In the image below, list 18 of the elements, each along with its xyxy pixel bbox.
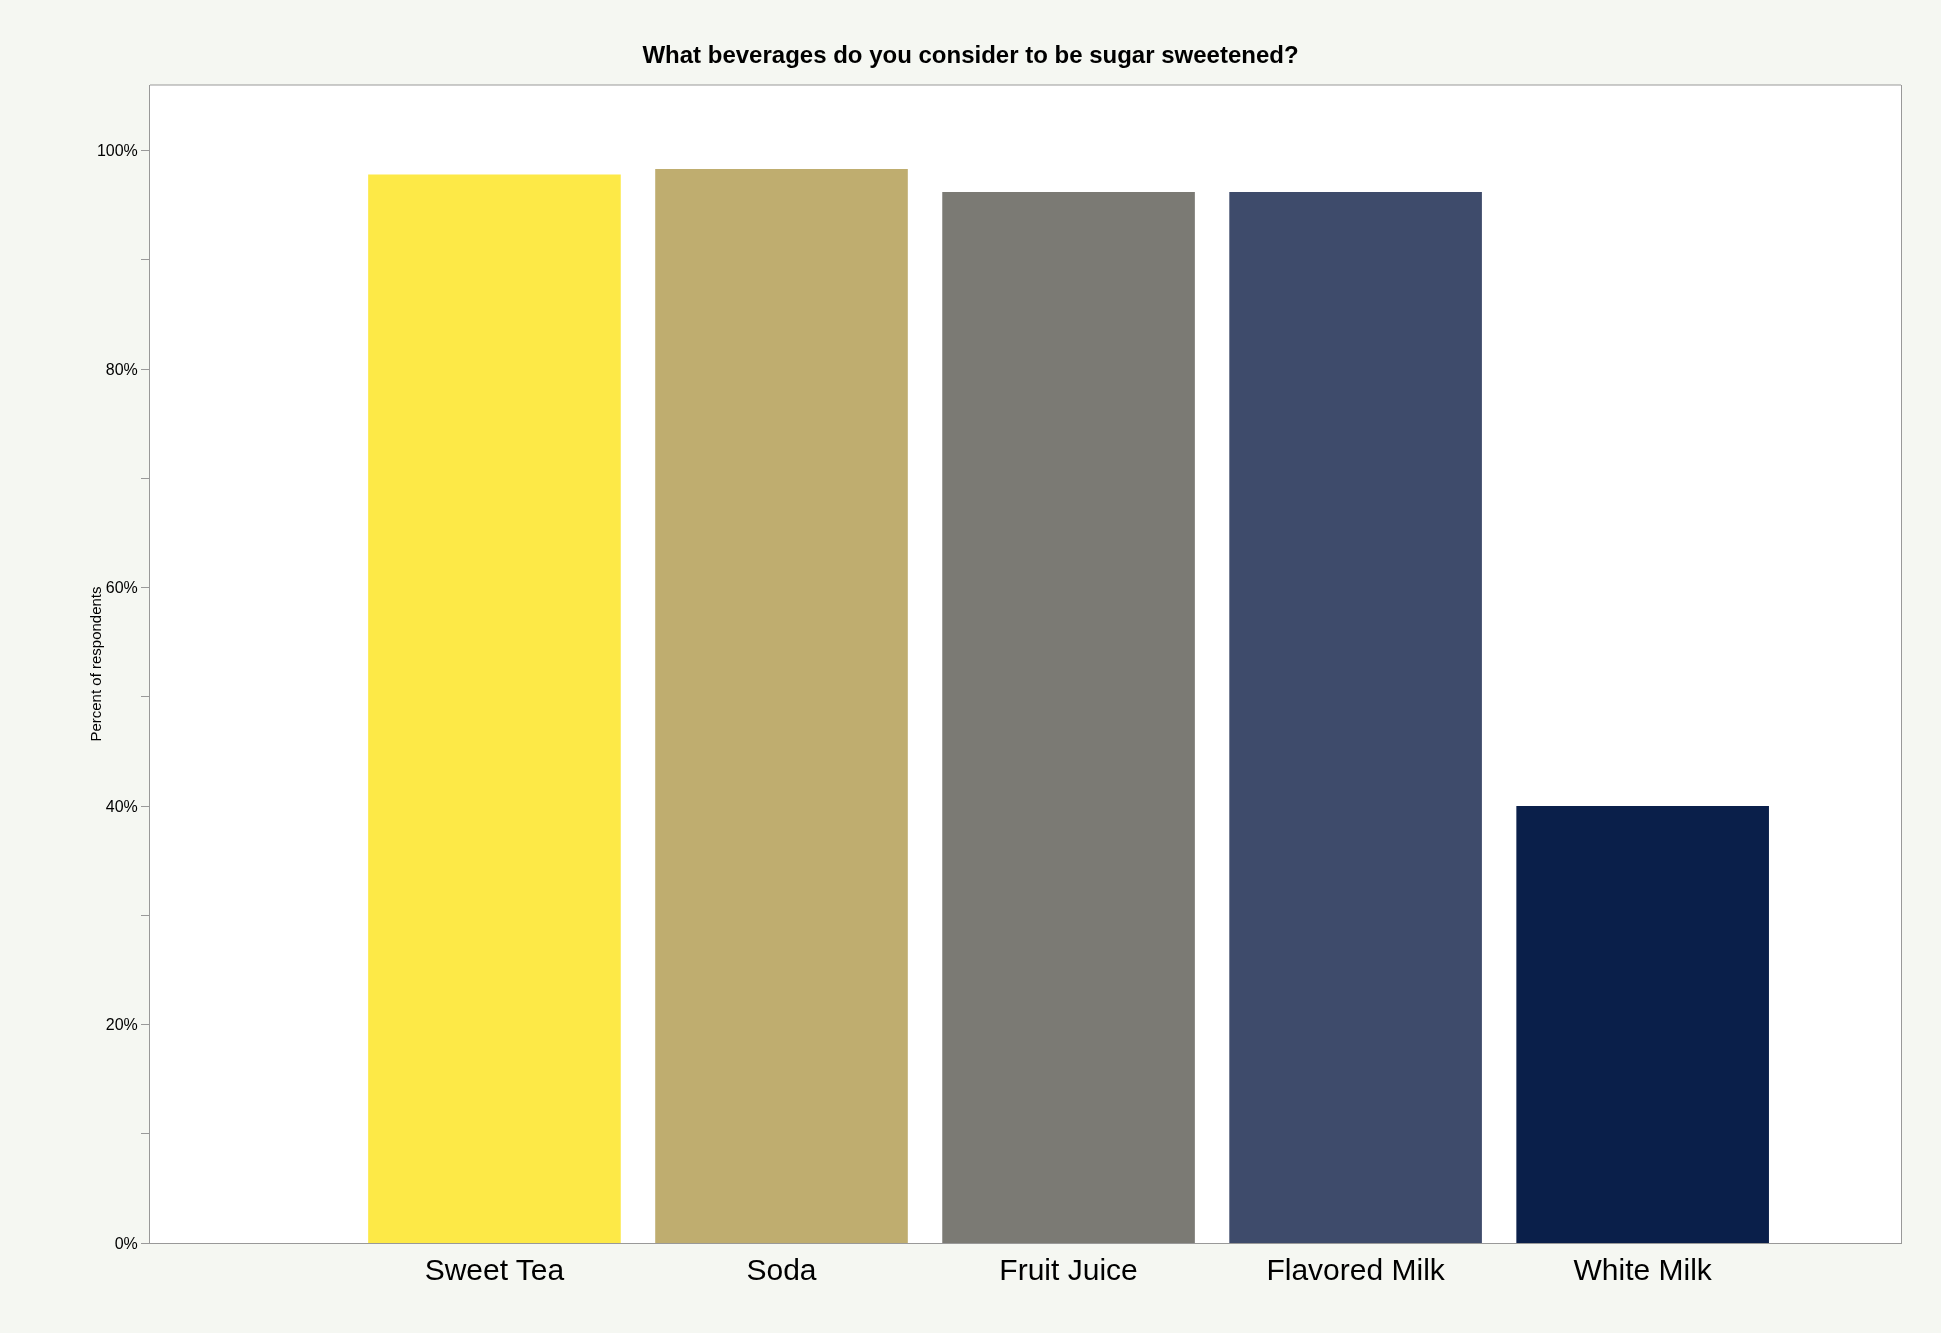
y-axis-title: Percent of respondents (86, 586, 104, 742)
x-tick-label: Soda (746, 1253, 817, 1286)
x-tick-label: White Milk (1573, 1253, 1713, 1286)
y-tick-label: 80% (105, 360, 138, 378)
y-tick-label: 100% (96, 142, 138, 160)
bar (1516, 806, 1769, 1243)
bar (655, 169, 908, 1243)
chart-title: What beverages do you consider to be sugar sweetened? (642, 41, 1299, 69)
y-tick-label: 60% (105, 579, 138, 597)
bar (368, 174, 621, 1243)
y-tick-label: 20% (105, 1016, 138, 1034)
x-tick-label: Flavored Milk (1266, 1253, 1446, 1286)
y-tick-label: 0% (114, 1234, 138, 1252)
bar (1229, 192, 1482, 1243)
y-tick-label: 40% (105, 797, 138, 815)
bar (942, 192, 1195, 1243)
x-tick-label: Fruit Juice (999, 1253, 1138, 1286)
x-tick-label: Sweet Tea (424, 1253, 565, 1286)
